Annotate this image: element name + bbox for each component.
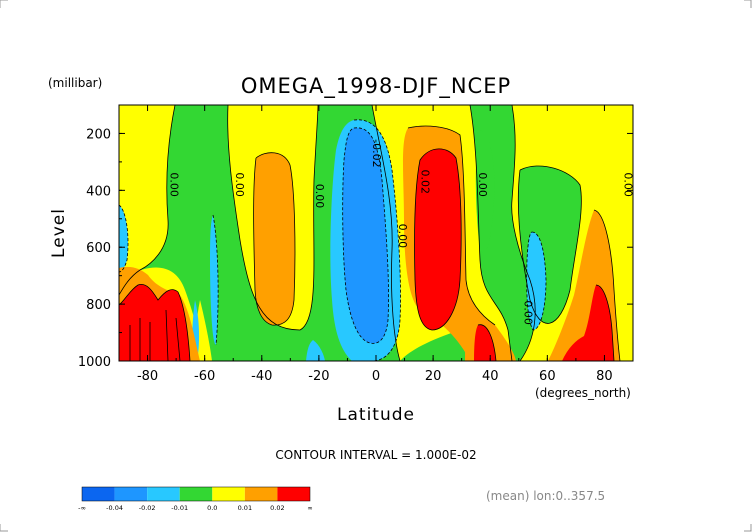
- contour-fill: [119, 105, 633, 361]
- y-axis-label: Level: [49, 208, 69, 258]
- y-tick-label: 400: [86, 184, 111, 199]
- x-tick-label: 20: [425, 369, 442, 384]
- fill-yellow-low-left-strip: [195, 300, 212, 361]
- mean-footnote: (mean) lon:0..357.5: [486, 489, 605, 503]
- contour-lines: [119, 105, 621, 361]
- contour-label: -0.02: [370, 139, 383, 167]
- chart-title: OMEGA_1998-DJF_NCEP: [241, 74, 511, 99]
- fill-yellow-left-top: [119, 105, 175, 295]
- y-tick-label: 1000: [78, 355, 111, 370]
- x-tick-label: -40: [251, 369, 272, 384]
- x-tick-label: -20: [308, 369, 329, 384]
- colorbar-label: 0.02: [270, 504, 284, 512]
- colorbar-swatch: [179, 487, 213, 501]
- y-tick-label: 600: [86, 241, 111, 256]
- colorbar: -∞ -0.04 -0.02 -0.01 0.0 0.01 0.02 ∞: [78, 486, 313, 512]
- x-tick-label: 0: [372, 369, 380, 384]
- y-unit-label: (millibar): [48, 76, 102, 90]
- colorbar-swatch: [114, 487, 148, 501]
- x-tick-label: 60: [539, 369, 556, 384]
- colorbar-label: 0.01: [238, 504, 252, 512]
- contour-label: 0.00: [476, 172, 489, 197]
- colorbar-label: -0.01: [171, 504, 188, 512]
- contour-label: 0.00: [233, 172, 246, 197]
- y-tick-label: 200: [86, 127, 111, 142]
- colorbar-swatch: [147, 487, 180, 501]
- x-unit-label: (degrees_north): [535, 386, 631, 400]
- x-tick-label: 80: [596, 369, 613, 384]
- x-axis: -80 -60 -40 -20 0 20 40 60 80: [118, 105, 634, 384]
- colorbar-swatch: [244, 487, 278, 501]
- fill-green-right-tongue: [475, 130, 495, 253]
- contour-label: 0.00: [521, 300, 534, 325]
- fill-cyan-bottom-small: [306, 340, 325, 361]
- y-axis: 200 400 600 800 1000: [78, 104, 633, 370]
- fill-orange-left-band: [253, 152, 295, 326]
- colorbar-swatch: [277, 487, 310, 501]
- fill-red-right: [562, 285, 614, 361]
- fill-red-left: [119, 284, 190, 361]
- fill-cyan-far-left: [119, 205, 129, 272]
- colorbar-swatch: [212, 487, 245, 501]
- contour-label: 0.00: [621, 172, 634, 197]
- x-tick-label: -80: [137, 369, 158, 384]
- contour-label: 0.00: [167, 172, 180, 197]
- contour-interval-note: CONTOUR INTERVAL = 1.000E-02: [275, 448, 476, 462]
- colorbar-label: ∞: [307, 504, 312, 512]
- contour-label: 0.00: [313, 184, 326, 209]
- fill-cyan-left-sliver: [210, 215, 219, 345]
- colorbar-frame: [81, 486, 311, 502]
- colorbar-label: 0.0: [207, 504, 217, 512]
- x-axis-label: Latitude: [337, 405, 415, 425]
- fill-red-bottom-mid: [474, 324, 496, 361]
- fill-red-center: [414, 148, 462, 330]
- colorbar-label: -∞: [78, 504, 86, 512]
- y-tick-label: 800: [86, 298, 111, 313]
- colorbar-swatch: [82, 487, 115, 501]
- x-tick-label: 40: [482, 369, 499, 384]
- contour-label: 0.00: [396, 224, 409, 249]
- colorbar-label: -0.04: [106, 504, 123, 512]
- contour-label: 0.02: [419, 170, 432, 195]
- fill-blue-center: [342, 127, 389, 344]
- colorbar-label: -0.02: [139, 504, 156, 512]
- x-tick-label: -60: [194, 369, 215, 384]
